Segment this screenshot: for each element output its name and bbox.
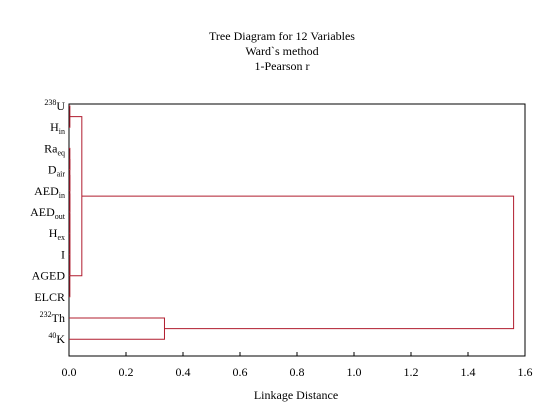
- leaf-label-th232: 232Th: [40, 310, 65, 325]
- leaf-label-hex: Hex: [49, 226, 65, 242]
- x-tick-label: 1.0: [347, 365, 362, 379]
- leaf-label-u238: 238U: [44, 98, 65, 113]
- leaf-label-elcr: ELCR: [34, 290, 65, 304]
- leaf-label-dair: Dair: [48, 163, 65, 179]
- x-tick-label: 1.6: [518, 365, 533, 379]
- chart-title-line-1: Tree Diagram for 12 Variables: [209, 29, 355, 43]
- leaf-label-i: I: [61, 247, 65, 261]
- leaf-label-aedout: AEDout: [30, 205, 66, 221]
- x-axis: 0.0 0.2 0.4 0.6 0.8 1.0 1.2 1.4 1.6: [62, 352, 533, 379]
- x-tick-label: 0.6: [233, 365, 248, 379]
- chart-title: Tree Diagram for 12 Variables Ward`s met…: [209, 29, 355, 73]
- leaf-label-aedin: AEDin: [34, 184, 65, 200]
- x-axis-label: Linkage Distance: [254, 388, 338, 402]
- merge-link-m8: [69, 254, 71, 298]
- x-tick-label: 0.4: [176, 365, 191, 379]
- leaf-label-raeq: Raeq: [44, 141, 65, 157]
- dendrogram-links: [69, 105, 515, 340]
- leaf-label-aged: AGED: [32, 269, 66, 283]
- merge-link-m11: [81, 195, 515, 330]
- x-tick-label: 0.8: [290, 365, 305, 379]
- x-tick-label: 0.2: [119, 365, 134, 379]
- x-tick-label: 0.0: [62, 365, 77, 379]
- x-tick-label: 1.2: [404, 365, 419, 379]
- merge-link-m9: [69, 116, 83, 277]
- chart-title-line-2: Ward`s method: [245, 44, 318, 58]
- leaf-label-hin: Hin: [50, 120, 65, 136]
- leaf-labels: 238U Hin Raeq Dair AEDin AEDout Hex I AGED ELCR 23…: [30, 98, 66, 346]
- merge-link-m10: [69, 317, 165, 340]
- x-tick-label: 1.4: [461, 365, 476, 379]
- leaf-label-k40: 40K: [48, 331, 65, 346]
- chart-title-line-3: 1-Pearson r: [255, 59, 310, 73]
